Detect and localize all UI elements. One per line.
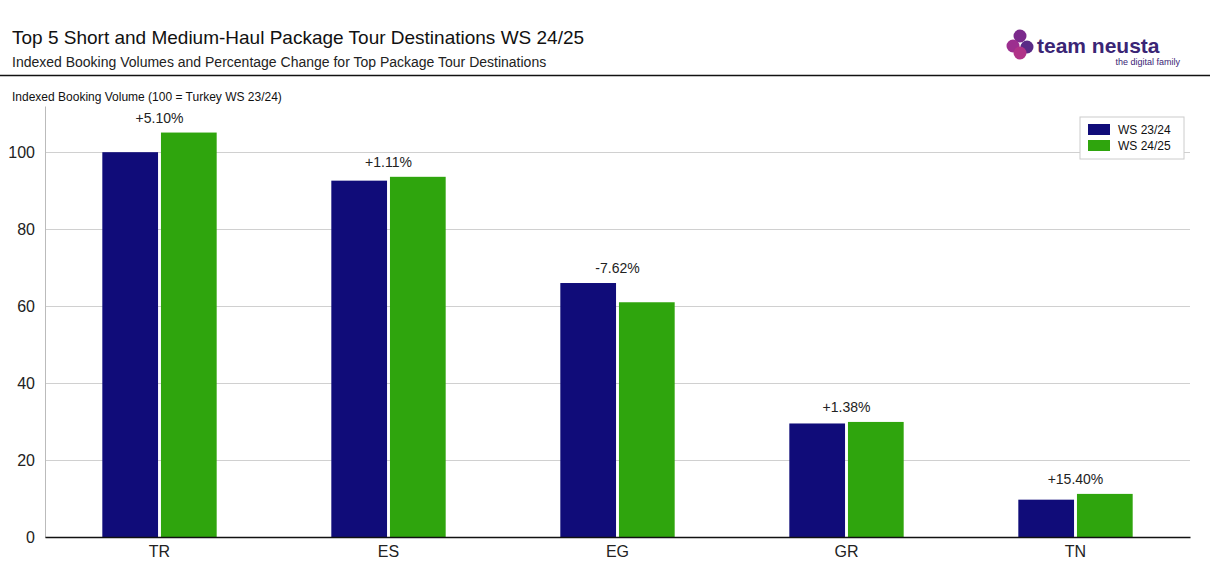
grid-line — [45, 306, 1190, 307]
x-tick-label: TN — [1065, 543, 1086, 560]
y-tick: 80 — [17, 221, 45, 238]
logo — [1007, 30, 1034, 60]
y-tick: 40 — [17, 375, 45, 392]
y-tick-label: 100 — [8, 144, 35, 161]
grid — [45, 153, 1190, 538]
x-tick: GR — [835, 537, 859, 560]
y-tick-label: 80 — [17, 221, 35, 238]
y-tick-label: 60 — [17, 298, 35, 315]
change-labels: +5.10% +1.11% -7.62% +1.38% +15.40% — [136, 110, 1104, 487]
x-axis-line — [46, 537, 1191, 539]
logo-petal — [1014, 47, 1027, 60]
legend-box — [1080, 117, 1184, 159]
y-tick: 60 — [17, 298, 45, 315]
grid-line — [45, 537, 1190, 538]
y-tick: 100 — [8, 144, 45, 161]
change-label: +5.10% — [136, 110, 184, 126]
y-tick-label: 20 — [17, 452, 35, 469]
bar — [102, 152, 158, 537]
x-tick-label: EG — [606, 543, 629, 560]
y-tick-label: 0 — [26, 529, 35, 546]
legend-swatch — [1088, 124, 1110, 135]
legend-label: WS 23/24 — [1118, 123, 1171, 137]
bar — [848, 422, 904, 537]
y-axis-title: Indexed Booking Volume (100 = Turkey WS … — [12, 90, 282, 104]
change-label: +15.40% — [1048, 471, 1104, 487]
change-label: -7.62% — [595, 260, 639, 276]
bar — [1077, 494, 1133, 537]
y-tick: 20 — [17, 452, 45, 469]
y-tick: 0 — [26, 529, 45, 546]
legend-label: WS 24/25 — [1118, 139, 1171, 153]
bar — [1018, 500, 1074, 537]
y-axis: 0 20 40 60 80 100 — [8, 107, 45, 546]
grid-line — [45, 152, 1190, 153]
bar — [161, 133, 217, 537]
x-tick: ES — [378, 537, 399, 560]
bar — [331, 181, 387, 537]
grid-line — [45, 383, 1190, 384]
logo-tagline: the digital family — [1115, 57, 1180, 67]
change-label: +1.11% — [365, 154, 412, 170]
x-tick: TN — [1065, 537, 1086, 560]
grid-line — [45, 460, 1190, 461]
x-tick-label: ES — [378, 543, 399, 560]
y-tick-label: 40 — [17, 375, 35, 392]
x-tick: EG — [606, 537, 629, 560]
x-tick: TR — [149, 537, 170, 560]
x-tick-label: GR — [835, 543, 859, 560]
bars — [102, 133, 1132, 537]
subtitle: Indexed Booking Volumes and Percentage C… — [12, 54, 546, 70]
logo-name: team neusta — [1037, 34, 1160, 57]
title: Top 5 Short and Medium-Haul Package Tour… — [12, 27, 584, 48]
chart: Top 5 Short and Medium-Haul Package Tour… — [0, 0, 1210, 571]
bar — [560, 283, 616, 537]
y-axis-line — [45, 107, 46, 538]
header-rule — [0, 75, 1210, 77]
bar — [789, 423, 845, 537]
legend: WS 23/24 WS 24/25 — [1080, 117, 1184, 159]
bar — [619, 302, 675, 537]
change-label: +1.38% — [823, 399, 871, 415]
bar — [390, 177, 446, 537]
legend-swatch — [1088, 140, 1110, 151]
x-tick-label: TR — [149, 543, 170, 560]
x-axis: TR ES EG GR TN — [46, 537, 1191, 560]
grid-line — [45, 229, 1190, 230]
